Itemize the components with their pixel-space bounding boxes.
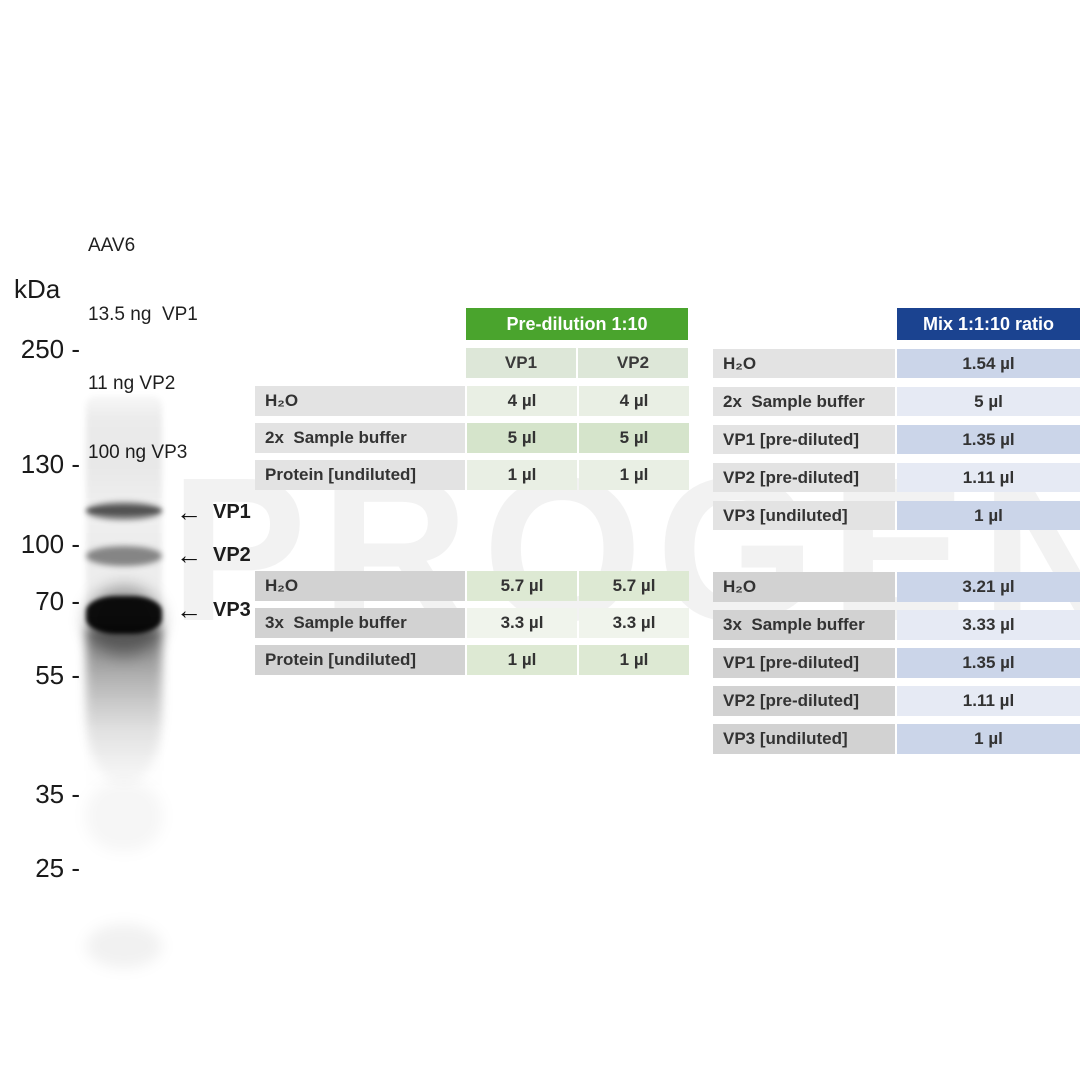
value-cell: 1 µl (897, 501, 1080, 530)
vp1-band-label: VP1 (213, 500, 251, 523)
value-cell: 4 µl (467, 386, 577, 416)
value-cell: 3.3 µl (467, 608, 577, 638)
vp2-band-label: VP2 (213, 543, 251, 566)
row-label: VP3 [undiluted] (713, 501, 895, 530)
mw-marker-100: 100 - (20, 529, 80, 559)
kda-axis-label: kDa (14, 274, 61, 304)
lane-caption-line: 13.5 ng VP1 (88, 304, 198, 325)
pre-dilution-2x-table: H₂O 4 µl 4 µl 2x Sample buffer 5 µl 5 µl… (255, 386, 689, 490)
value-cell: 1 µl (579, 645, 689, 675)
vp3-band (86, 596, 162, 634)
value-cell: 3.21 µl (897, 572, 1080, 602)
pre-dilution-header: Pre-dilution 1:10 (466, 308, 688, 340)
value-cell: 5.7 µl (467, 571, 577, 601)
column-header-vp1: VP1 (466, 348, 576, 378)
lane-caption-line: AAV6 (88, 235, 136, 256)
row-label: VP2 [pre-diluted] (713, 463, 895, 492)
row-label: VP1 [pre-diluted] (713, 425, 895, 454)
row-label: VP3 [undiluted] (713, 724, 895, 754)
pre-dilution-column-row: VP1 VP2 (466, 348, 688, 378)
mix-3x-table: H₂O 3.21 µl 3x Sample buffer 3.33 µl VP1… (713, 572, 1080, 754)
value-cell: 1 µl (579, 460, 689, 490)
vp3-band-annotation: ← VP3 (176, 596, 251, 624)
row-label: H₂O (255, 571, 465, 601)
value-cell: 1 µl (467, 460, 577, 490)
lane-caption-line: 100 ng VP3 (88, 442, 188, 463)
row-label: Protein [undiluted] (255, 460, 465, 490)
vp1-band-annotation: ← VP1 (176, 498, 251, 526)
lane-caption: AAV6 13.5 ng VP1 11 ng VP2 100 ng VP3 (88, 188, 198, 487)
mw-marker-130: 130 - (20, 449, 80, 479)
value-cell: 5 µl (467, 423, 577, 453)
value-cell: 5.7 µl (579, 571, 689, 601)
row-label: H₂O (255, 386, 465, 416)
vp1-band (86, 502, 162, 520)
lane-caption-line: 11 ng VP2 (88, 373, 176, 394)
column-header-vp2: VP2 (578, 348, 688, 378)
left-arrow-icon: ← (176, 540, 202, 570)
value-cell: 1.54 µl (897, 349, 1080, 378)
row-label: H₂O (713, 349, 895, 378)
row-label: H₂O (713, 572, 895, 602)
row-label: 2x Sample buffer (713, 387, 895, 416)
left-arrow-icon: ← (176, 595, 202, 625)
value-cell: 3.33 µl (897, 610, 1080, 640)
vp1-band-core (86, 506, 162, 515)
row-label: 3x Sample buffer (713, 610, 895, 640)
pre-dilution-3x-table: H₂O 5.7 µl 5.7 µl 3x Sample buffer 3.3 µ… (255, 571, 689, 675)
vp3-band-label: VP3 (213, 598, 251, 621)
left-arrow-icon: ← (176, 497, 202, 527)
value-cell: 1.11 µl (897, 686, 1080, 716)
value-cell: 1 µl (897, 724, 1080, 754)
lower-smear (86, 628, 162, 783)
row-label: Protein [undiluted] (255, 645, 465, 675)
value-cell: 3.3 µl (579, 608, 689, 638)
value-cell: 5 µl (897, 387, 1080, 416)
row-label: 3x Sample buffer (255, 608, 465, 638)
mw-marker-35: 35 - (35, 779, 80, 809)
row-label: 2x Sample buffer (255, 423, 465, 453)
mix-2x-table: H₂O 1.54 µl 2x Sample buffer 5 µl VP1 [p… (713, 349, 1080, 530)
lower-tail-smear (86, 781, 162, 851)
row-label: VP1 [pre-diluted] (713, 648, 895, 678)
value-cell: 1.35 µl (897, 648, 1080, 678)
value-cell: 1.11 µl (897, 463, 1080, 492)
western-blot-lane (84, 396, 164, 980)
value-cell: 1 µl (467, 645, 577, 675)
mw-marker-70: 70 - (35, 586, 80, 616)
mix-ratio-header: Mix 1:1:10 ratio (897, 308, 1080, 340)
value-cell: 1.35 µl (897, 425, 1080, 454)
value-cell: 4 µl (579, 386, 689, 416)
row-label: VP2 [pre-diluted] (713, 686, 895, 716)
faint-bottom-spot (86, 924, 162, 968)
value-cell: 5 µl (579, 423, 689, 453)
vp2-band-annotation: ← VP2 (176, 541, 251, 569)
mw-marker-55: 55 - (35, 660, 80, 690)
mw-marker-250: 250 - (20, 334, 80, 364)
vp2-band (86, 546, 162, 566)
mw-marker-25: 25 - (35, 853, 80, 883)
